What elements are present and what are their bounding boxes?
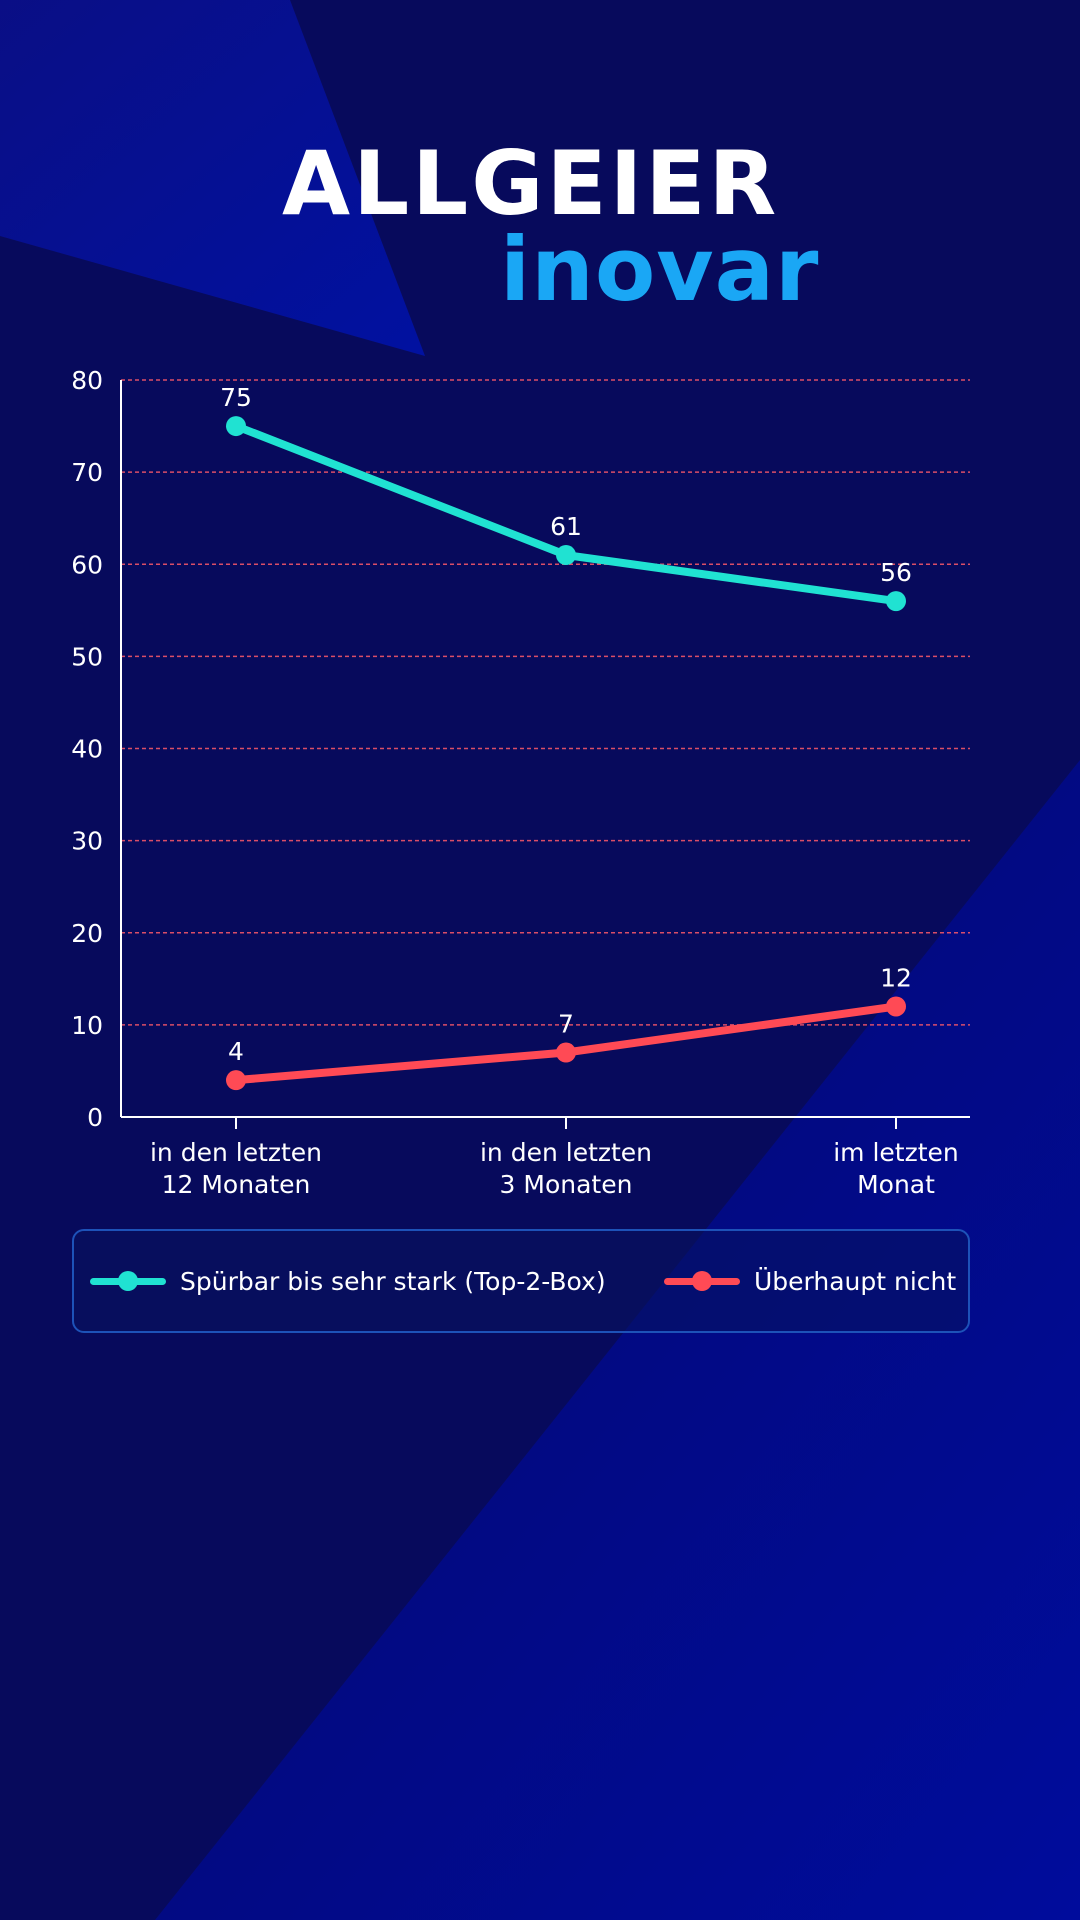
data-point — [226, 416, 246, 437]
y-tick-label: 10 — [71, 1011, 103, 1040]
x-tick-label: in den letzten — [480, 1138, 652, 1167]
y-tick-label: 50 — [71, 642, 103, 671]
legend-swatch-ueberhaupt-nicht — [664, 1270, 740, 1292]
data-label: 7 — [558, 1010, 574, 1039]
y-tick-label: 60 — [71, 550, 103, 579]
data-point — [556, 545, 576, 566]
y-tick-label: 30 — [71, 827, 103, 856]
legend-label: Spürbar bis sehr stark (Top-2-Box) — [180, 1266, 606, 1296]
legend-item-top-2-box: Spürbar bis sehr stark (Top-2-Box) — [90, 1231, 606, 1331]
background-shape-bottom — [155, 760, 1080, 1920]
data-point — [226, 1070, 246, 1091]
data-point — [886, 996, 906, 1017]
data-label: 75 — [220, 383, 252, 412]
x-tick-label: im letzten — [833, 1138, 959, 1167]
data-point — [886, 591, 906, 612]
y-tick-label: 0 — [87, 1103, 103, 1132]
data-label: 4 — [228, 1037, 244, 1066]
data-label: 56 — [880, 558, 912, 587]
legend-label: Überhaupt nicht — [754, 1266, 957, 1296]
logo-wordmark-bottom: inovar — [500, 218, 820, 321]
line-chart: 0 10 20 30 40 50 60 70 80 in den letzten 12 Monate… — [71, 366, 970, 1199]
y-tick-label: 80 — [71, 366, 103, 395]
legend-item-ueberhaupt-nicht: Überhaupt nicht — [664, 1231, 956, 1331]
logo: ALLGEIER inovar — [0, 0, 1080, 340]
data-point — [556, 1042, 576, 1063]
legend-swatch-top-2-box — [90, 1270, 166, 1292]
x-tick-label: in den letzten — [150, 1138, 322, 1167]
data-label: 12 — [880, 963, 912, 992]
y-tick-label: 70 — [71, 458, 103, 487]
background-shape-top — [0, 0, 425, 356]
y-tick-label: 40 — [71, 735, 103, 764]
logo-wordmark-top: ALLGEIER — [282, 132, 780, 235]
x-tick-label: 12 Monaten — [162, 1170, 311, 1199]
chart-legend: Spürbar bis sehr stark (Top-2-Box) Überh… — [72, 1229, 970, 1333]
x-tick-label: 3 Monaten — [500, 1170, 633, 1199]
data-label: 61 — [550, 512, 582, 541]
x-tick-label: Monat — [857, 1170, 935, 1199]
y-tick-label: 20 — [71, 919, 103, 948]
